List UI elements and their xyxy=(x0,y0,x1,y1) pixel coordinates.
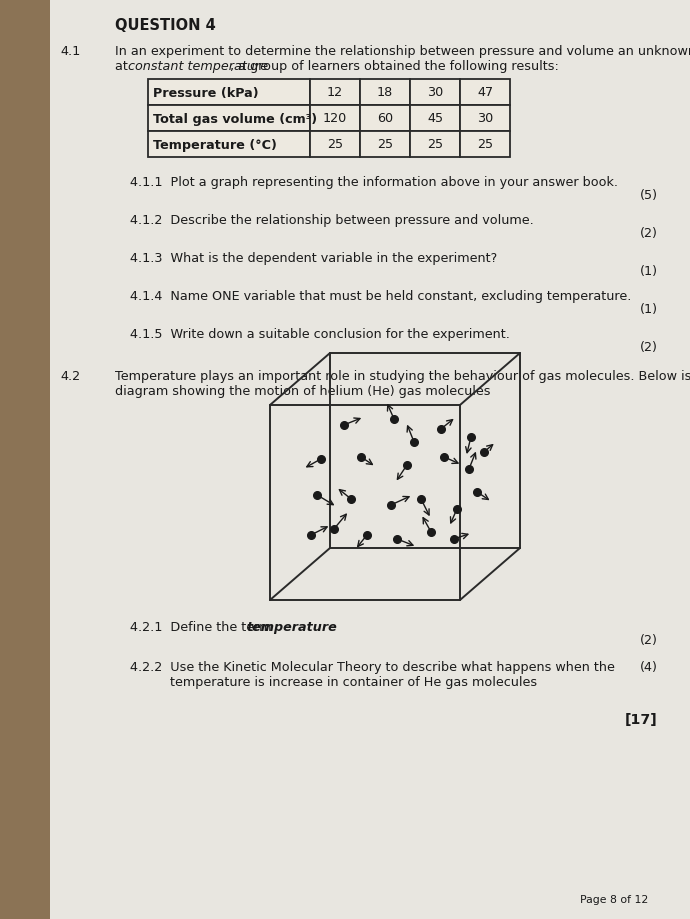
Bar xyxy=(0,0,50,919)
Text: 25: 25 xyxy=(477,139,493,152)
Text: 4.1.4  Name ONE variable that must be held constant, excluding temperature.: 4.1.4 Name ONE variable that must be hel… xyxy=(130,289,631,302)
Text: Temperature plays an important role in studying the behaviour of gas molecules. : Temperature plays an important role in s… xyxy=(115,369,690,382)
Text: diagram showing the motion of helium (He) gas molecules: diagram showing the motion of helium (He… xyxy=(115,384,491,398)
Text: at: at xyxy=(115,60,132,73)
Bar xyxy=(360,80,410,106)
Text: (1): (1) xyxy=(640,265,658,278)
Text: 4.1.1  Plot a graph representing the information above in your answer book.: 4.1.1 Plot a graph representing the info… xyxy=(130,176,618,188)
Text: 120: 120 xyxy=(323,112,347,125)
Text: 60: 60 xyxy=(377,112,393,125)
Text: In an experiment to determine the relationship between pressure and volume an un: In an experiment to determine the relati… xyxy=(115,45,690,58)
Bar xyxy=(148,106,310,131)
Text: (5): (5) xyxy=(640,188,658,202)
Text: (2): (2) xyxy=(640,227,658,240)
Text: 25: 25 xyxy=(427,139,443,152)
Text: QUESTION 4: QUESTION 4 xyxy=(115,18,216,33)
Bar xyxy=(410,131,460,158)
Text: 25: 25 xyxy=(327,139,343,152)
Text: 12: 12 xyxy=(327,86,343,99)
Text: constant temperature: constant temperature xyxy=(128,60,268,73)
Text: [17]: [17] xyxy=(625,712,658,726)
Text: temperature: temperature xyxy=(246,620,337,633)
Text: 47: 47 xyxy=(477,86,493,99)
Text: (2): (2) xyxy=(640,341,658,354)
Text: (4): (4) xyxy=(640,660,658,674)
Text: 4.2.1  Define the term: 4.2.1 Define the term xyxy=(130,620,275,633)
Text: (1): (1) xyxy=(640,302,658,315)
Bar xyxy=(310,131,360,158)
Bar xyxy=(360,106,410,131)
Bar xyxy=(460,80,510,106)
Text: Pressure (kPa): Pressure (kPa) xyxy=(153,86,259,99)
Text: 4.2.2  Use the Kinetic Molecular Theory to describe what happens when the: 4.2.2 Use the Kinetic Molecular Theory t… xyxy=(130,660,615,674)
Text: Page 8 of 12: Page 8 of 12 xyxy=(580,894,648,904)
Bar xyxy=(410,106,460,131)
Text: 30: 30 xyxy=(427,86,443,99)
Bar xyxy=(360,131,410,158)
Text: 25: 25 xyxy=(377,139,393,152)
Text: 4.1: 4.1 xyxy=(60,45,80,58)
Text: 4.1.2  Describe the relationship between pressure and volume.: 4.1.2 Describe the relationship between … xyxy=(130,214,534,227)
Text: 30: 30 xyxy=(477,112,493,125)
Bar xyxy=(148,131,310,158)
Bar xyxy=(310,80,360,106)
Text: 4.1.3  What is the dependent variable in the experiment?: 4.1.3 What is the dependent variable in … xyxy=(130,252,497,265)
Bar xyxy=(148,80,310,106)
Bar xyxy=(410,80,460,106)
Text: (2): (2) xyxy=(640,633,658,646)
Text: Temperature (°C): Temperature (°C) xyxy=(153,139,277,152)
Text: 18: 18 xyxy=(377,86,393,99)
Bar xyxy=(310,106,360,131)
Text: temperature is increase in container of He gas molecules: temperature is increase in container of … xyxy=(170,675,537,688)
Text: 45: 45 xyxy=(427,112,443,125)
Text: , a group of learners obtained the following results:: , a group of learners obtained the follo… xyxy=(230,60,559,73)
Text: 4.2: 4.2 xyxy=(60,369,80,382)
Text: Total gas volume (cm³): Total gas volume (cm³) xyxy=(153,112,317,125)
Bar xyxy=(460,131,510,158)
Bar xyxy=(460,106,510,131)
Text: 4.1.5  Write down a suitable conclusion for the experiment.: 4.1.5 Write down a suitable conclusion f… xyxy=(130,328,510,341)
